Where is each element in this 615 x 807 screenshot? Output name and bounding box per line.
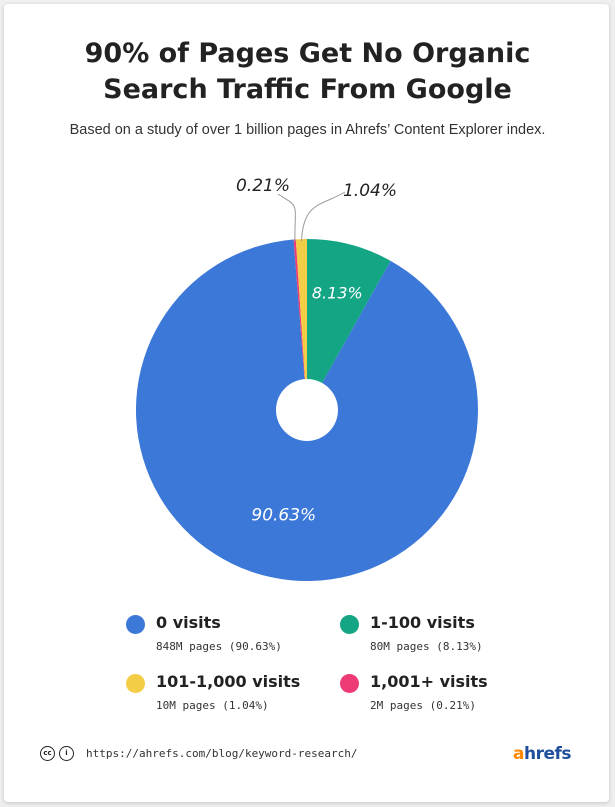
attribution-icon: i <box>59 746 74 761</box>
legend-detail: 2M pages (0.21%) <box>370 699 476 712</box>
data-label-101-1-000-visits: 1.04% <box>343 181 397 201</box>
legend-swatch-yellow <box>126 674 145 693</box>
chart-subtitle: Based on a study of over 1 billion pages… <box>69 122 546 138</box>
legend-detail: 10M pages (1.04%) <box>156 699 269 712</box>
leader-line-1-001-visits <box>277 193 296 242</box>
source-url-link[interactable]: https://ahrefs.com/blog/keyword-research… <box>86 747 358 760</box>
legend-swatch-pink <box>340 674 359 693</box>
slice-1-100-visits <box>307 239 391 410</box>
legend-label: 0 visits <box>156 613 221 632</box>
chart-title-line-1: 90% of Pages Get No Organic <box>84 38 531 69</box>
leader-line-101-1-000-visits <box>300 191 346 242</box>
legend-label: 1-100 visits <box>370 613 475 632</box>
legend-label: 1,001+ visits <box>370 672 488 691</box>
slice-1-001-visits <box>293 239 307 410</box>
legend-label: 101-1,000 visits <box>156 672 301 691</box>
slice-101-1-000-visits <box>295 239 307 410</box>
cc-icon: cc <box>40 746 55 761</box>
data-label-1-001-visits: 0.21% <box>236 176 290 196</box>
ahrefs-logo: ahrefs <box>512 744 572 764</box>
data-label-0-visits: 90.63% <box>251 506 316 526</box>
legend-swatch-blue <box>126 615 145 634</box>
data-label-1-100-visits: 8.13% <box>312 283 363 302</box>
legend-detail: 80M pages (8.13%) <box>370 640 483 653</box>
chart-title-line-2: Search Traffic From Google <box>103 74 512 105</box>
donut-chart: 90.63% 8.13% 0.21% 1.04% <box>135 176 478 582</box>
donut-hole <box>276 379 338 441</box>
legend-swatch-green <box>340 615 359 634</box>
legend-detail: 848M pages (90.63%) <box>156 640 282 653</box>
